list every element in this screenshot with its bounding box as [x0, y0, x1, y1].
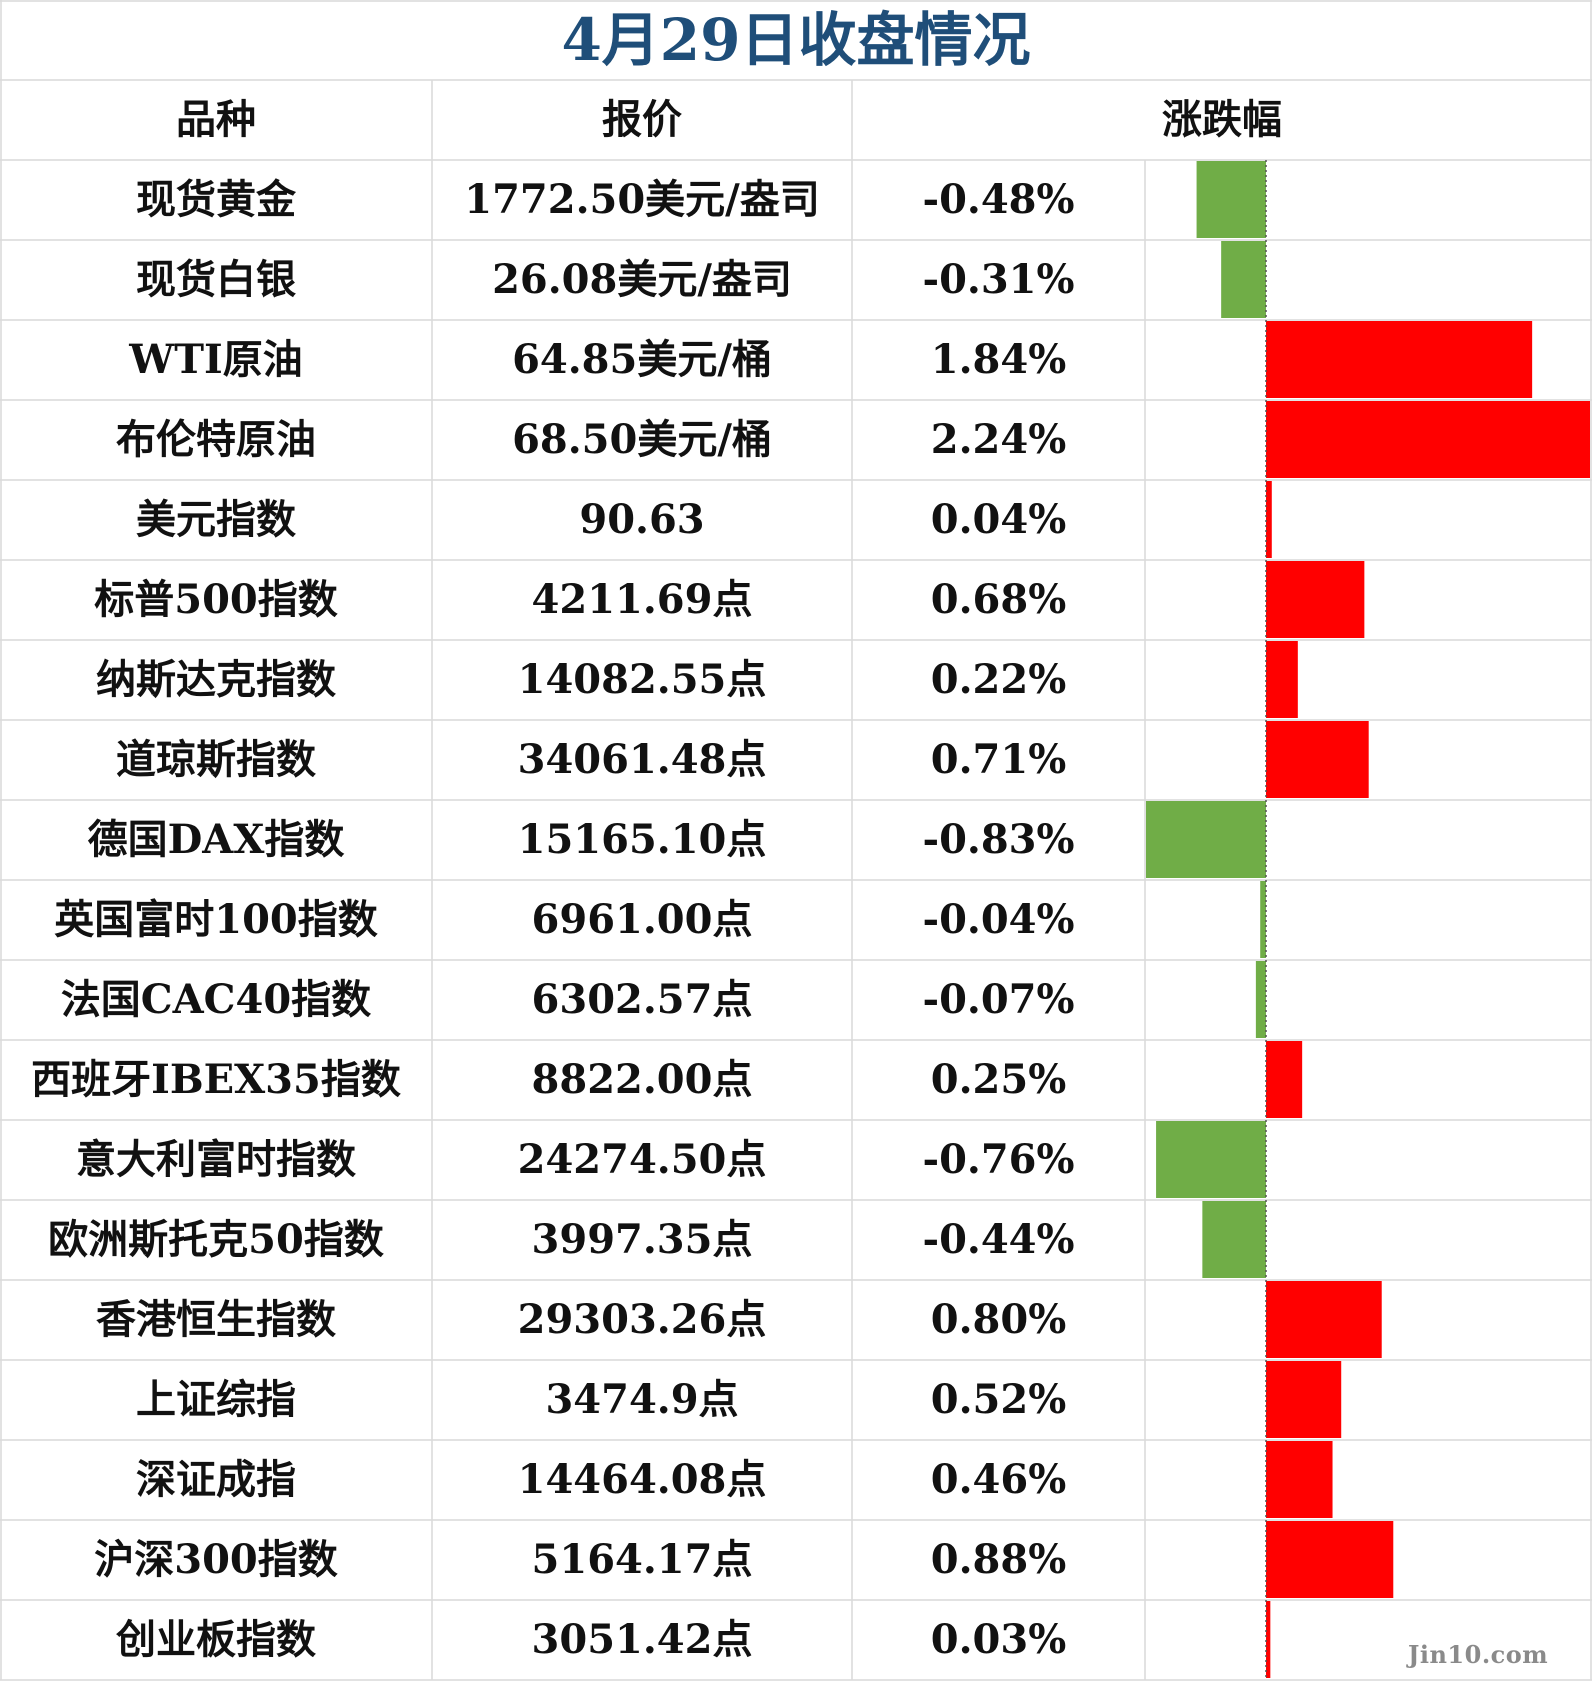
instrument-name: 德国DAX指数	[87, 816, 345, 863]
instrument-price: 68.50美元/桶	[512, 416, 772, 463]
change-percent: 1.84%	[930, 336, 1067, 383]
instrument-name: 道琼斯指数	[116, 736, 316, 783]
change-bar	[1221, 241, 1266, 318]
instrument-price: 8822.00点	[531, 1056, 753, 1103]
change-bar	[1202, 1201, 1266, 1278]
instrument-price: 4211.69点	[531, 576, 753, 623]
instrument-name: 标普500指数	[94, 576, 338, 623]
instrument-name: 香港恒生指数	[96, 1296, 336, 1343]
change-percent: -0.04%	[922, 896, 1075, 943]
change-percent: 0.46%	[930, 1456, 1067, 1503]
instrument-price: 64.85美元/桶	[512, 336, 772, 383]
change-percent: -0.07%	[922, 976, 1075, 1023]
change-percent: -0.76%	[922, 1136, 1075, 1183]
change-bar	[1266, 1041, 1303, 1118]
instrument-name: WTI原油	[129, 336, 303, 383]
change-bar	[1196, 161, 1266, 238]
instrument-name: 现货白银	[136, 256, 296, 303]
change-percent: -0.31%	[922, 256, 1075, 303]
instrument-name: 上证综指	[136, 1376, 296, 1423]
instrument-price: 24274.50点	[517, 1136, 767, 1183]
change-percent: 0.04%	[930, 496, 1067, 543]
instrument-price: 14082.55点	[517, 656, 767, 703]
instrument-price: 3474.9点	[545, 1376, 739, 1423]
change-bar	[1266, 1441, 1333, 1518]
change-bar	[1266, 721, 1369, 798]
change-bar	[1145, 801, 1266, 878]
change-bar	[1266, 321, 1533, 398]
change-bar	[1156, 1121, 1266, 1198]
change-percent: 0.03%	[930, 1616, 1067, 1663]
instrument-price: 3051.42点	[531, 1616, 753, 1663]
instrument-name: 西班牙IBEX35指数	[31, 1056, 401, 1103]
change-bar	[1266, 641, 1298, 718]
watermark: Jin10.com	[1408, 1640, 1549, 1669]
header-name: 品种	[176, 96, 256, 143]
change-percent: 0.71%	[930, 736, 1067, 783]
instrument-name: 美元指数	[136, 496, 296, 543]
instrument-price: 14464.08点	[517, 1456, 767, 1503]
instrument-price: 6961.00点	[531, 896, 753, 943]
header-price: 报价	[602, 96, 682, 143]
change-percent: 0.25%	[930, 1056, 1067, 1103]
instrument-price: 90.63	[579, 496, 705, 543]
instrument-price: 29303.26点	[517, 1296, 767, 1343]
change-percent: -0.48%	[922, 176, 1075, 223]
change-bar	[1266, 1281, 1382, 1358]
instrument-price: 6302.57点	[531, 976, 753, 1023]
instrument-name: 欧洲斯托克50指数	[48, 1216, 384, 1263]
instrument-name: 沪深300指数	[94, 1536, 338, 1583]
instrument-name: 深证成指	[136, 1456, 296, 1503]
instrument-name: 创业板指数	[116, 1616, 316, 1663]
change-bar	[1266, 1361, 1342, 1438]
change-percent: -0.44%	[922, 1216, 1075, 1263]
change-percent: 0.22%	[930, 656, 1067, 703]
change-bar	[1266, 1521, 1394, 1598]
change-percent: 0.80%	[930, 1296, 1067, 1343]
instrument-name: 法国CAC40指数	[60, 976, 372, 1023]
change-percent: 2.24%	[930, 416, 1067, 463]
change-percent: 0.68%	[930, 576, 1067, 623]
instrument-price: 1772.50美元/盎司	[464, 176, 820, 223]
change-bar	[1266, 561, 1365, 638]
change-percent: 0.52%	[930, 1376, 1067, 1423]
page-title: 4月29日收盘情况	[561, 6, 1031, 74]
change-bar	[1255, 961, 1266, 1038]
instrument-name: 布伦特原油	[116, 416, 316, 463]
instrument-price: 15165.10点	[517, 816, 767, 863]
change-bar	[1260, 881, 1266, 958]
instrument-name: 英国富时100指数	[54, 896, 378, 943]
instrument-name: 纳斯达克指数	[96, 656, 336, 703]
change-bar	[1266, 481, 1272, 558]
change-percent: 0.88%	[930, 1536, 1067, 1583]
change-bar	[1266, 1601, 1271, 1678]
instrument-price: 26.08美元/盎司	[492, 256, 792, 303]
instrument-name: 现货黄金	[136, 176, 296, 223]
change-percent: -0.83%	[922, 816, 1075, 863]
header-change: 涨跌幅	[1162, 96, 1282, 143]
instrument-name: 意大利富时指数	[76, 1136, 356, 1183]
change-bar	[1266, 401, 1590, 478]
instrument-price: 5164.17点	[531, 1536, 753, 1583]
instrument-price: 3997.35点	[531, 1216, 753, 1263]
instrument-price: 34061.48点	[517, 736, 767, 783]
